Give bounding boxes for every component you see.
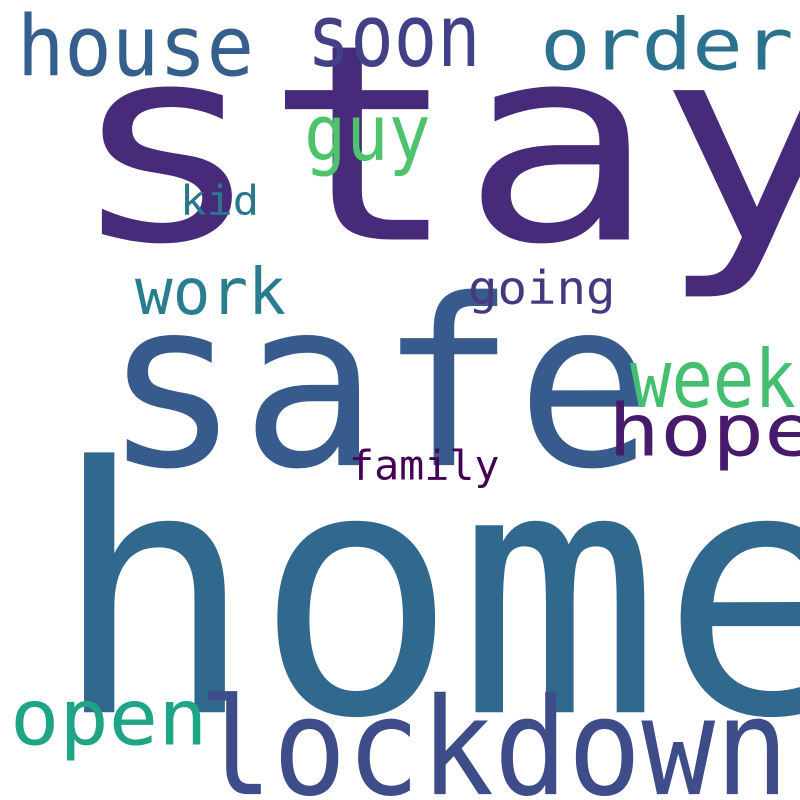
word-family: family bbox=[348, 441, 500, 490]
word-order: order bbox=[540, 3, 795, 87]
word-soon: soon bbox=[307, 0, 481, 87]
word-kid: kid bbox=[180, 176, 260, 225]
word-stay: stay bbox=[67, 0, 800, 306]
word-guy: guy bbox=[304, 87, 432, 179]
word-home: home bbox=[52, 395, 800, 795]
word-hope: hope bbox=[608, 388, 800, 473]
word-house: house bbox=[17, 0, 255, 96]
word-going: going bbox=[467, 261, 616, 315]
word-safe: safe bbox=[102, 250, 654, 521]
word-lockdown: lockdown bbox=[199, 669, 790, 800]
word-work: work bbox=[135, 254, 286, 330]
word-week: week bbox=[630, 333, 796, 427]
word-open: open bbox=[10, 672, 208, 764]
